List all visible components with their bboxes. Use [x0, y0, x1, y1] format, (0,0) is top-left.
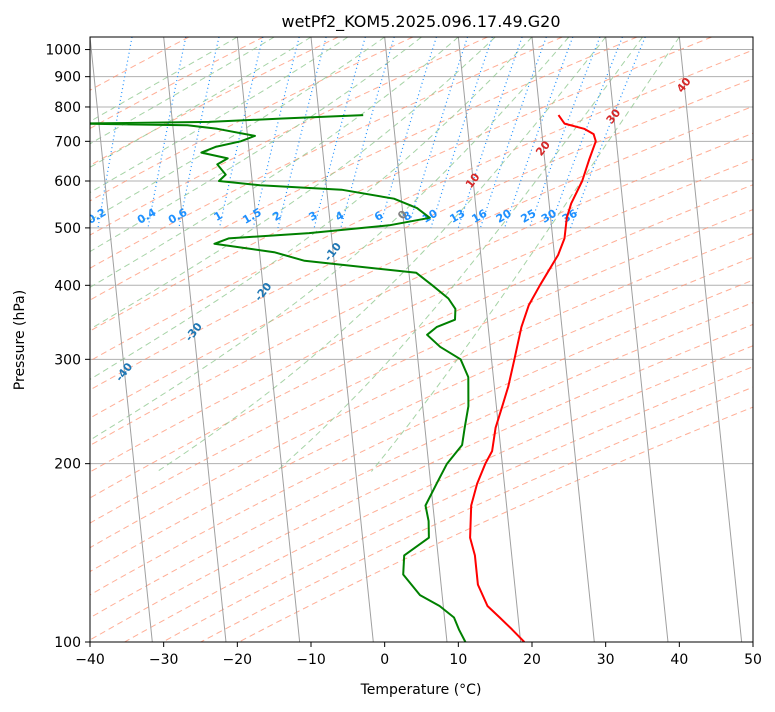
chart-title: wetPf2_KOM5.2025.096.17.49.G20 — [281, 12, 560, 32]
x-tick-label: −20 — [223, 652, 253, 668]
x-tick-label: 50 — [744, 652, 762, 668]
y-tick-label: 800 — [54, 100, 81, 116]
x-tick-label: −10 — [296, 652, 326, 668]
y-tick-label: 1000 — [45, 43, 81, 59]
y-tick-label: 600 — [54, 174, 81, 190]
y-tick-label: 200 — [54, 457, 81, 473]
x-tick-label: −30 — [149, 652, 179, 668]
y-tick-label: 300 — [54, 352, 81, 368]
y-tick-label: 900 — [54, 70, 81, 86]
y-tick-label: 100 — [54, 635, 81, 651]
x-axis-label: Temperature (°C) — [360, 682, 482, 698]
x-tick-label: 40 — [670, 652, 688, 668]
y-tick-label: 500 — [54, 221, 81, 237]
x-tick-label: 30 — [597, 652, 615, 668]
y-tick-label: 400 — [54, 278, 81, 294]
x-tick-label: 20 — [523, 652, 541, 668]
x-tick-label: −40 — [75, 652, 105, 668]
x-tick-label: 10 — [449, 652, 467, 668]
y-axis-label: Pressure (hPa) — [12, 290, 28, 390]
x-tick-label: 0 — [380, 652, 389, 668]
y-tick-label: 700 — [54, 134, 81, 150]
